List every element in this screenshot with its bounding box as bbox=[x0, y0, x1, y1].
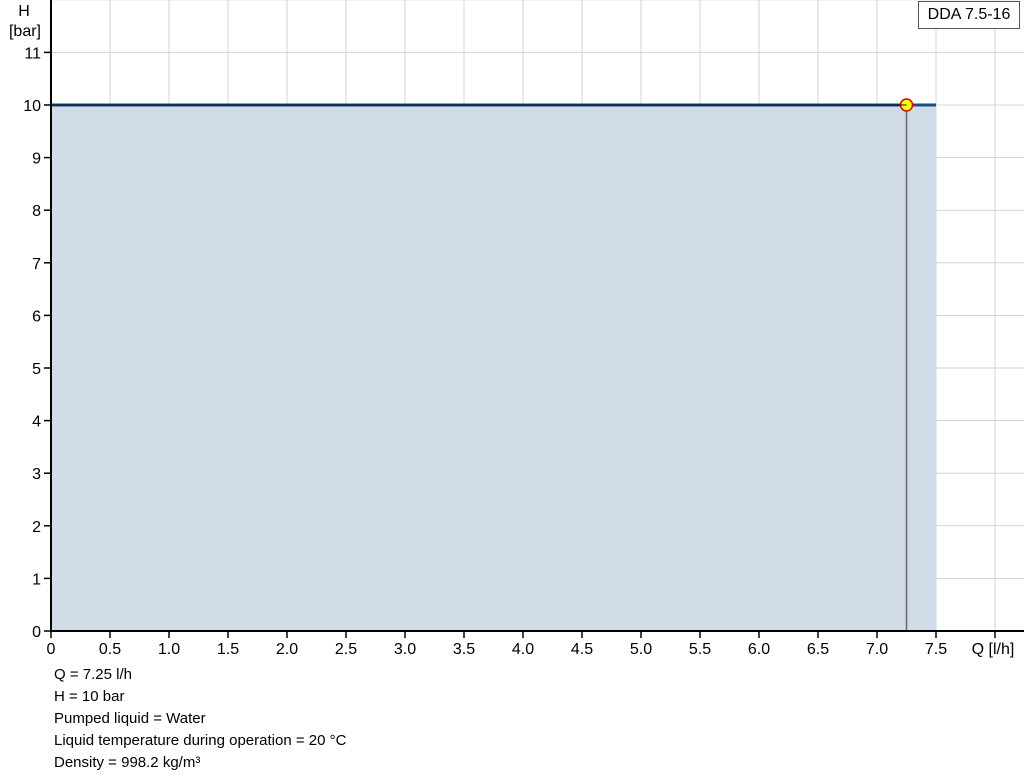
x-tick-label: 2.0 bbox=[276, 641, 298, 658]
y-tick-label: 1 bbox=[32, 571, 41, 588]
y-tick-label: 2 bbox=[32, 519, 41, 536]
info-flow: Q = 7.25 l/h bbox=[54, 666, 132, 683]
x-tick-label: 4.0 bbox=[512, 641, 534, 658]
y-tick-label: 10 bbox=[23, 98, 41, 115]
y-tick-label: 5 bbox=[32, 361, 41, 378]
info-temperature: Liquid temperature during operation = 20… bbox=[54, 732, 347, 749]
x-tick-label: 3.5 bbox=[453, 641, 475, 658]
x-axis-label: Q [l/h] bbox=[972, 641, 1015, 658]
y-axis-label-unit: [bar] bbox=[9, 23, 41, 40]
curve-area bbox=[51, 98, 936, 631]
y-tick-label: 11 bbox=[24, 45, 41, 62]
x-tick-label: 0 bbox=[47, 641, 56, 658]
y-tick-label: 9 bbox=[32, 151, 41, 168]
x-tick-label: 7.0 bbox=[866, 641, 888, 658]
tick-labels: 0 0.5 1.0 1.5 2.0 2.5 3.0 3.5 4.0 4.5 5.0 5.5 6.0 6.5… bbox=[23, 45, 947, 658]
x-tick-label: 6.5 bbox=[807, 641, 829, 658]
info-head: H = 10 bar bbox=[54, 688, 125, 705]
y-axis-label-h: H bbox=[18, 3, 30, 20]
y-tick-label: 6 bbox=[32, 308, 41, 325]
x-tick-label: 5.5 bbox=[689, 641, 711, 658]
x-tick-label: 2.5 bbox=[335, 641, 357, 658]
operating-area bbox=[51, 105, 936, 631]
y-tick-label: 0 bbox=[32, 624, 41, 641]
x-tick-label: 4.5 bbox=[571, 641, 593, 658]
y-tick-label: 8 bbox=[32, 203, 41, 220]
x-tick-label: 6.0 bbox=[748, 641, 770, 658]
x-tick-label: 0.5 bbox=[99, 641, 121, 658]
y-tick-label: 4 bbox=[32, 414, 41, 431]
axes bbox=[44, 0, 1024, 638]
y-tick-label: 3 bbox=[32, 466, 41, 483]
legend-pump-model: DDA 7.5-16 bbox=[918, 1, 1020, 29]
x-tick-label: 1.0 bbox=[158, 641, 180, 658]
x-tick-label: 3.0 bbox=[394, 641, 416, 658]
y-tick-label: 7 bbox=[32, 256, 41, 273]
info-density: Density = 998.2 kg/m³ bbox=[54, 754, 201, 771]
info-liquid: Pumped liquid = Water bbox=[54, 710, 206, 727]
x-tick-label: 5.0 bbox=[630, 641, 652, 658]
duty-point-info: Q = 7.25 l/h H = 10 bar Pumped liquid = … bbox=[54, 664, 346, 774]
x-tick-label: 1.5 bbox=[217, 641, 239, 658]
x-tick-label: 7.5 bbox=[925, 641, 947, 658]
